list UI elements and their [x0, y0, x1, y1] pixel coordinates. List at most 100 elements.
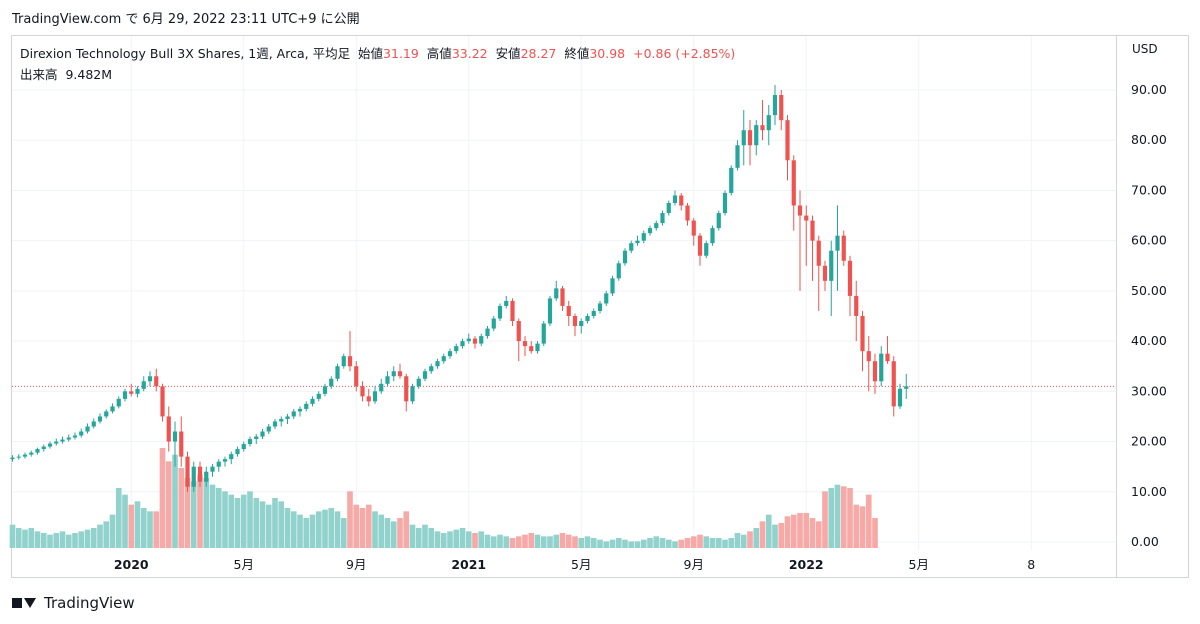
volume-bar: [809, 518, 816, 548]
volume-bar: [284, 508, 291, 548]
candle-body: [154, 376, 159, 387]
volume-bar: [159, 448, 166, 548]
volume-bar: [609, 539, 616, 548]
y-tick-label: 10.00: [1131, 484, 1167, 499]
volume-bar: [497, 534, 503, 548]
volume-bar: [859, 506, 866, 548]
volume-bar: [103, 521, 110, 548]
candle-body: [422, 371, 428, 379]
y-tick-label: 80.00: [1131, 132, 1167, 147]
y-tick-label: 50.00: [1131, 283, 1167, 298]
volume-bar: [822, 491, 828, 548]
candle-body: [466, 338, 471, 342]
y-tick-label: 30.00: [1131, 383, 1167, 398]
y-tick-label: 40.00: [1131, 333, 1167, 348]
candle-body: [66, 437, 71, 440]
volume-bar: [440, 533, 447, 548]
candle-body: [560, 288, 565, 306]
volume-bar: [603, 541, 610, 548]
candle-body: [897, 388, 903, 407]
candle-body: [72, 435, 78, 438]
volume-bar: [478, 531, 485, 548]
candle-body: [554, 288, 559, 299]
candle-body: [285, 416, 290, 419]
candle-body: [454, 346, 459, 352]
volume-bar: [509, 538, 516, 548]
volume-bar: [234, 498, 241, 548]
candle-body: [616, 263, 621, 279]
candle-body: [691, 220, 696, 236]
candle-body: [591, 310, 596, 316]
volume-bar: [165, 461, 172, 548]
volume-bar: [453, 529, 460, 548]
volume-value: 9.482M: [65, 67, 113, 82]
y-tick-label: 60.00: [1131, 233, 1167, 248]
currency-label: USD: [1132, 42, 1158, 56]
volume-bar: [390, 521, 397, 548]
volume-bar: [115, 488, 122, 548]
volume-bar: [528, 533, 535, 548]
volume-bar: [665, 539, 672, 548]
candle-body: [860, 316, 865, 352]
volume-bar: [315, 511, 322, 548]
candle-body: [660, 213, 665, 224]
x-tick-label: 2022: [789, 557, 824, 572]
close-label: 終値: [564, 46, 590, 61]
volume-bar: [322, 509, 328, 548]
ohlc-legend: Direxion Technology Bull 3X Shares, 1週, …: [20, 43, 735, 62]
candle-body: [322, 386, 328, 394]
candle-body: [622, 250, 628, 264]
candle-body: [235, 449, 240, 455]
candle-body: [191, 466, 196, 487]
volume-bar: [634, 541, 641, 548]
volume-bar: [65, 534, 72, 548]
volume-bar: [109, 514, 116, 548]
candle-body: [447, 351, 453, 357]
candle-body: [385, 376, 390, 384]
volume-bar: [184, 478, 191, 548]
candle-body: [891, 361, 896, 407]
volume-bar: [328, 508, 335, 548]
candle-body: [747, 130, 753, 146]
candle-body: [122, 391, 128, 399]
volume-bar: [228, 494, 235, 548]
volume-bar: [340, 518, 347, 548]
candle-body: [16, 456, 21, 458]
volume-bar: [290, 511, 297, 548]
candle-body: [429, 366, 434, 372]
candle-body: [204, 471, 209, 482]
volume-bar: [784, 516, 791, 548]
candle-body: [772, 95, 778, 116]
price-axis[interactable]: [1117, 35, 1189, 578]
volume-bar: [278, 501, 285, 548]
candle-body: [816, 240, 821, 266]
candle-body: [360, 386, 365, 397]
volume-bar: [147, 511, 153, 548]
candle-body: [54, 441, 59, 444]
candle-body: [541, 323, 546, 344]
volume-bar: [772, 524, 778, 548]
footer-brand[interactable]: TradingView: [12, 594, 135, 612]
candle-body: [397, 371, 403, 377]
chart-pane[interactable]: [11, 35, 1117, 578]
volume-bar: [178, 468, 185, 548]
candle-body: [197, 466, 203, 482]
volume-bar: [472, 533, 478, 548]
candle-body: [166, 416, 171, 442]
candle-body: [241, 444, 246, 450]
candle-body: [654, 223, 659, 229]
volume-bar: [640, 539, 647, 548]
candle-body: [229, 454, 234, 460]
candle-body: [160, 386, 165, 417]
symbol-description: Direxion Technology Bull 3X Shares, 1週, …: [20, 46, 351, 61]
close-value: 30.98: [589, 46, 626, 61]
candle-body: [566, 305, 571, 316]
volume-bar: [334, 511, 341, 548]
candle-body: [810, 220, 815, 241]
candle-body: [129, 391, 134, 394]
volume-bar: [690, 536, 697, 548]
volume-bar: [865, 494, 872, 548]
candle-body: [710, 228, 715, 244]
volume-bar: [90, 528, 97, 548]
